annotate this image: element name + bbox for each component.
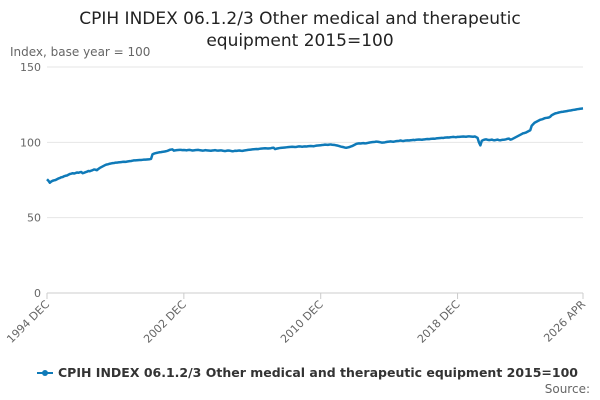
x-tick-label: 2018 DEC [415, 298, 463, 346]
y-tick-label: 150 [20, 61, 41, 74]
x-tick-label: 2026 APR [541, 298, 588, 345]
legend-marker [42, 370, 48, 376]
x-tick-label: 1994 DEC [4, 298, 52, 346]
legend-label: CPIH INDEX 06.1.2/3 Other medical and th… [58, 365, 578, 380]
y-axis-label: Index, base year = 100 [10, 45, 150, 59]
source: Source: [545, 382, 590, 396]
y-tick-label: 50 [27, 212, 41, 225]
line [46, 107, 584, 184]
x-tick-label: 2002 DEC [141, 298, 189, 346]
x-tick-label: 2010 DEC [278, 298, 326, 346]
y-tick-label: 0 [34, 287, 41, 300]
chart-title: CPIH INDEX 06.1.2/3 Other medical and th… [79, 9, 521, 51]
y-tick-label: 100 [20, 136, 41, 149]
